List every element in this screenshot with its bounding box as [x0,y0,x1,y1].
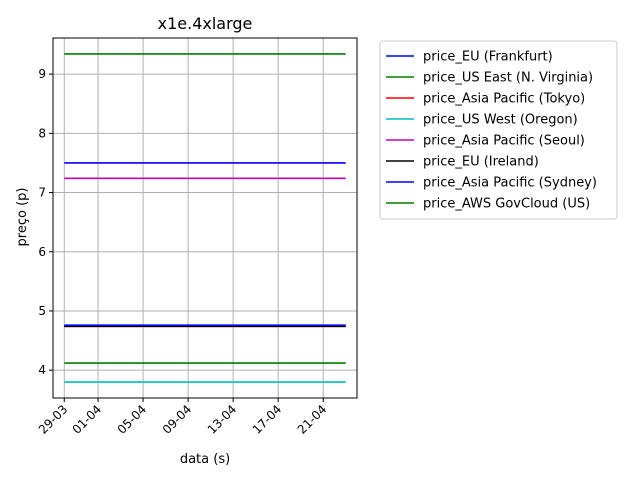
plot-frame [52,37,358,399]
y-tick-label: 4 [38,363,46,377]
legend-label: price_US West (Oregon) [423,113,578,128]
chart-title: x1e.4xlarge [158,14,253,33]
legend-label: price_EU (Ireland) [423,155,539,170]
legend-label: price_Asia Pacific (Sydney) [423,176,597,191]
legend-box [379,40,618,220]
legend-label: price_AWS GovCloud (US) [423,197,590,212]
legend-label: price_Asia Pacific (Tokyo) [423,92,585,107]
legend-label: price_EU (Frankfurt) [423,50,553,65]
y-axis-label: preço (p) [15,188,30,247]
y-tick-label: 6 [38,245,46,259]
legend: price_EU (Frankfurt) price_US East (N. Vi… [379,40,618,220]
series-lines [64,53,346,383]
y-axis-ticks: 4 5 6 7 8 9 [38,67,53,377]
y-tick-label: 9 [38,67,46,81]
y-tick-label: 7 [38,186,46,200]
y-tick-label: 5 [38,304,46,318]
grid-lines [53,38,357,398]
y-tick-label: 8 [38,126,46,140]
x-axis-label: data (s) [180,452,230,467]
legend-label: price_US East (N. Virginia) [423,71,593,86]
legend-label: price_Asia Pacific (Seoul) [423,134,585,149]
